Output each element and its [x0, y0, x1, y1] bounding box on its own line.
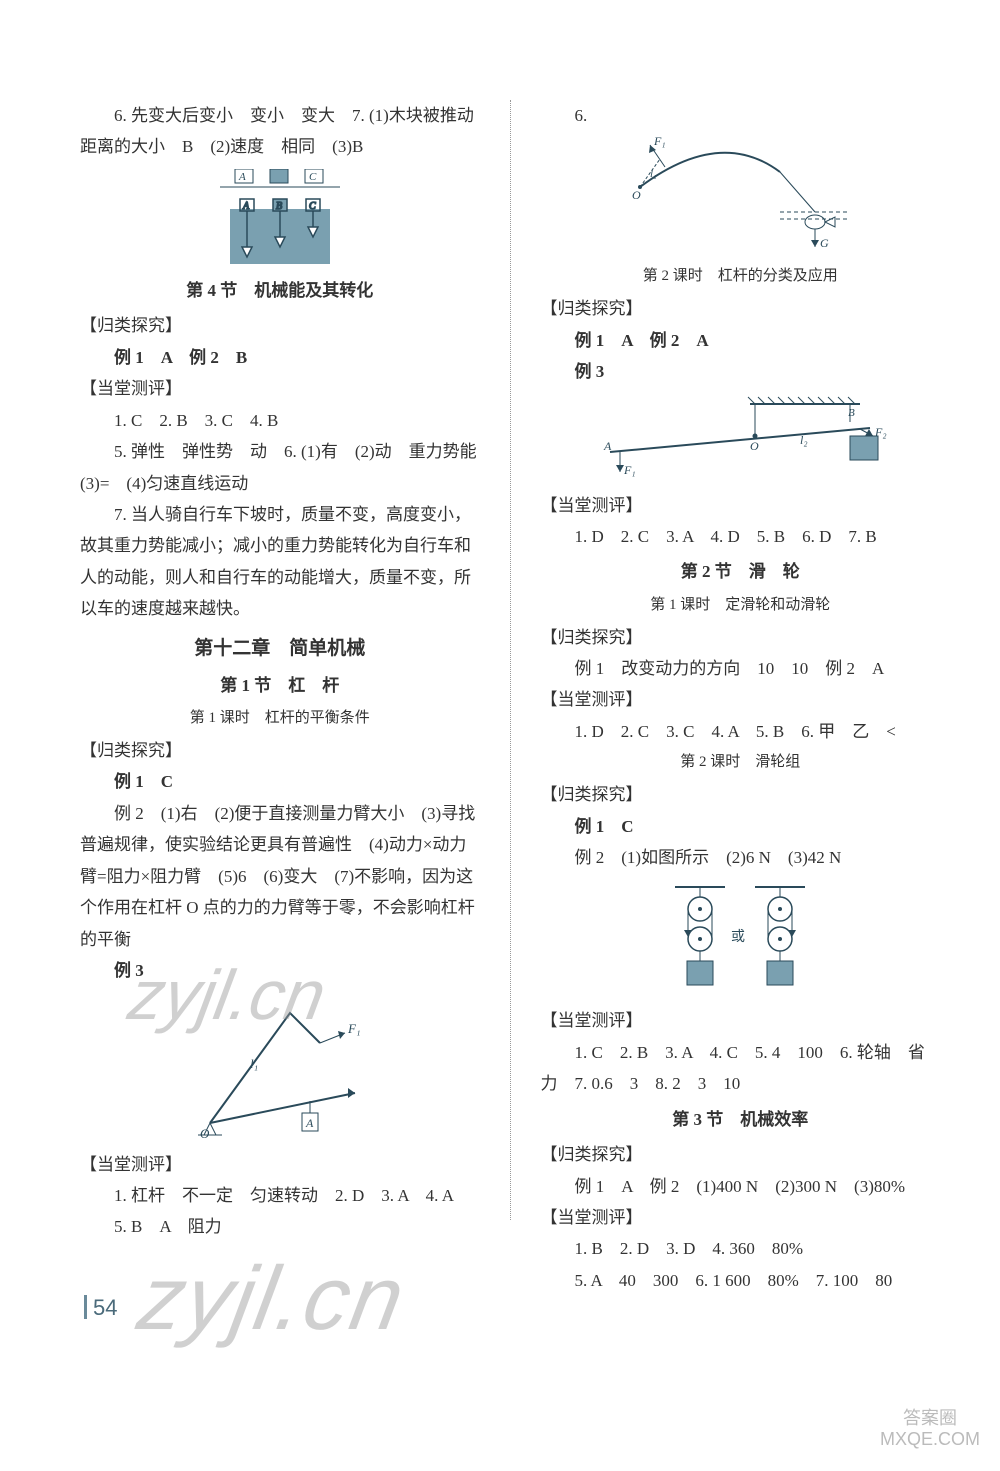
column-divider: [510, 100, 511, 1220]
right-p6: 6.: [541, 100, 941, 131]
right-ex12b: 例 1 A 例 2 (1)400 N (2)300 N (3)80%: [541, 1171, 941, 1202]
svg-text:G: G: [820, 236, 829, 250]
right-dt2: 【当堂测评】: [541, 684, 941, 715]
s1-title: 第 1 节 杠 杆: [80, 670, 480, 701]
right-ex12: 例 1 A 例 2 A: [541, 325, 941, 356]
svg-text:O: O: [632, 188, 641, 202]
s2-sub: 第 2 课时 杠杆的分类及应用: [541, 263, 941, 291]
diagram-blocks: A C A B C: [80, 169, 480, 269]
right-ex2b: 例 2 (1)如图所示 (2)6 N (3)42 N: [541, 842, 941, 873]
diagram-fishing: O F₁ l₁ G: [541, 137, 941, 257]
left-ex1c: 例 1 C: [80, 766, 480, 797]
left-ex1: 例 1 A 例 2 B: [80, 342, 480, 373]
left-b2: 5. B A 阻力: [80, 1211, 480, 1242]
svg-text:B: B: [276, 201, 282, 212]
svg-text:F₁: F₁: [653, 137, 666, 148]
right-ex1b: 例 1 改变动力的方向 10 10 例 2 A: [541, 653, 941, 684]
left-column: 6. 先变大后变小 变小 变大 7. (1)木块被推动距离的大小 B (2)速度…: [80, 100, 480, 1220]
svg-text:B: B: [848, 407, 855, 419]
left-p1: 6. 先变大后变小 变小 变大 7. (1)木块被推动距离的大小 B (2)速度…: [80, 100, 480, 163]
left-gl2: 【归类探究】: [80, 735, 480, 766]
svg-text:F₁: F₁: [347, 1021, 360, 1036]
right-dt3: 【当堂测评】: [541, 1005, 941, 1036]
ch12-title: 第十二章 简单机械: [80, 631, 480, 666]
svg-text:A: A: [242, 201, 250, 212]
left-gl1: 【归类探究】: [80, 310, 480, 341]
left-a2: 5. 弹性 弹性势 动 6. (1)有 (2)动 重力势能 (3)= (4)匀速…: [80, 436, 480, 499]
right-b1: 1. D 2. C 3. C 4. A 5. B 6. 甲 乙 <: [541, 716, 941, 747]
left-ex2: 例 2 (1)右 (2)便于直接测量力臂大小 (3)寻找普遍规律，使实验结论更具…: [80, 798, 480, 955]
svg-text:l₁: l₁: [650, 168, 657, 180]
s2-sub2: 第 2 课时 滑轮组: [541, 749, 941, 777]
right-d2: 5. A 40 300 6. 1 600 80% 7. 100 80: [541, 1265, 941, 1296]
svg-text:C: C: [309, 201, 316, 212]
left-ex3: 例 3: [80, 955, 480, 986]
s1-sub: 第 1 课时 杠杆的平衡条件: [80, 705, 480, 733]
svg-text:C: C: [309, 171, 317, 183]
right-gl3: 【归类探究】: [541, 779, 941, 810]
right-gl4: 【归类探究】: [541, 1139, 941, 1170]
right-c1: 1. C 2. B 3. A 4. C 5. 4 100 6. 轮轴 省力 7.…: [541, 1037, 941, 1100]
s2-sub1: 第 1 课时 定滑轮和动滑轮: [541, 592, 941, 620]
s3-title: 第 3 节 机械效率: [541, 1104, 941, 1135]
left-a3: 7. 当人骑自行车下坡时，质量不变，高度变小，故其重力势能减小；减小的重力势能转…: [80, 499, 480, 625]
s2-title: 第 2 节 滑 轮: [541, 556, 941, 587]
corner-logo: 答案圈 MXQE.COM: [880, 1408, 980, 1451]
right-column: 6. O F₁ l₁ G 第 2 课时 杠杆的分类及应用: [541, 100, 941, 1220]
right-gl1: 【归类探究】: [541, 293, 941, 324]
page-number: 54: [84, 1295, 117, 1321]
diagram-lever2: B O A F₁ l₂ F₂: [541, 394, 941, 484]
svg-text:或: 或: [731, 929, 745, 945]
right-d1: 1. B 2. D 3. D 4. 360 80%: [541, 1233, 941, 1264]
left-a1: 1. C 2. B 3. C 4. B: [80, 405, 480, 436]
svg-text:l₁: l₁: [250, 1056, 258, 1071]
left-dt2: 【当堂测评】: [80, 1149, 480, 1180]
svg-text:A: A: [603, 439, 612, 453]
right-dt4: 【当堂测评】: [541, 1202, 941, 1233]
svg-text:O: O: [750, 439, 759, 453]
diagram-lever1: F₁ l₁ O A: [80, 993, 480, 1143]
left-dt1: 【当堂测评】: [80, 373, 480, 404]
svg-text:A: A: [305, 1116, 314, 1130]
diagram-pulleys: 或: [541, 879, 941, 999]
right-a1: 1. D 2. C 3. A 4. D 5. B 6. D 7. B: [541, 521, 941, 552]
left-b1: 1. 杠杆 不一定 匀速转动 2. D 3. A 4. A: [80, 1180, 480, 1211]
right-gl2: 【归类探究】: [541, 622, 941, 653]
right-dt1: 【当堂测评】: [541, 490, 941, 521]
svg-text:l₂: l₂: [800, 433, 808, 447]
sec4-title: 第 4 节 机械能及其转化: [80, 275, 480, 306]
svg-text:A: A: [238, 171, 246, 183]
right-ex1c: 例 1 C: [541, 811, 941, 842]
right-ex3: 例 3: [541, 356, 941, 387]
svg-text:F₁: F₁: [623, 463, 636, 477]
